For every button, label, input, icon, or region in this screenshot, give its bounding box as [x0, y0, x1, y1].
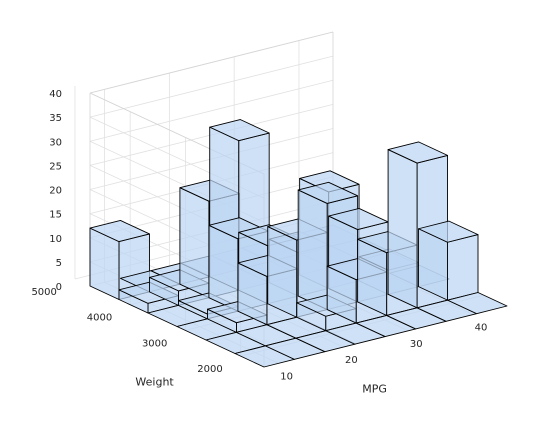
bar-front-face	[447, 234, 479, 301]
box-edge	[89, 31, 334, 94]
back-wall-grid-line-z	[89, 55, 334, 118]
bar-top-face	[209, 119, 270, 142]
bar-top-face	[89, 219, 150, 243]
labels-layer: 0 5 10 15 20 25 30 35 40 2000 3000 4000 5000 10 20 30 40…	[31, 89, 487, 395]
bar-top-face	[447, 292, 508, 315]
bar-left-face	[208, 224, 239, 312]
bar-left-face	[267, 226, 298, 318]
x-tick-label: 20	[345, 355, 358, 366]
histogram-bar	[418, 220, 479, 301]
y-tick-label: 4000	[87, 313, 112, 324]
x-axis-label: MPG	[362, 382, 387, 395]
y-axis-label: Weight	[135, 375, 174, 388]
x-tick-label: 10	[280, 371, 293, 382]
bar-top-face	[297, 181, 359, 204]
y-tick-label: 5000	[31, 287, 56, 298]
y-tick-label: 3000	[142, 338, 167, 349]
z-tick-label: 0	[56, 282, 62, 293]
x-tick-label: 30	[410, 339, 423, 350]
z-tick-label: 20	[49, 186, 62, 197]
y-tick-label: 2000	[197, 364, 222, 375]
z-tick-label: 35	[49, 113, 62, 124]
z-tick-label: 25	[49, 161, 62, 172]
bar-top-face	[387, 141, 448, 164]
bar-top-face	[418, 220, 479, 243]
z-tick-label: 30	[49, 137, 62, 148]
bar-left-face	[297, 189, 328, 311]
z-tick-label: 10	[49, 234, 62, 245]
z-tick-label: 40	[49, 89, 62, 100]
bar-left-face	[387, 149, 418, 309]
bar-top-face	[299, 170, 360, 193]
bar-top-face	[328, 207, 389, 231]
histogram-bar	[447, 292, 508, 315]
z-tick-label: 5	[56, 258, 62, 269]
bars-layer	[89, 119, 508, 368]
z-tick-label: 15	[49, 210, 62, 221]
x-tick-label: 40	[475, 323, 488, 334]
bar-left-face	[179, 187, 210, 299]
